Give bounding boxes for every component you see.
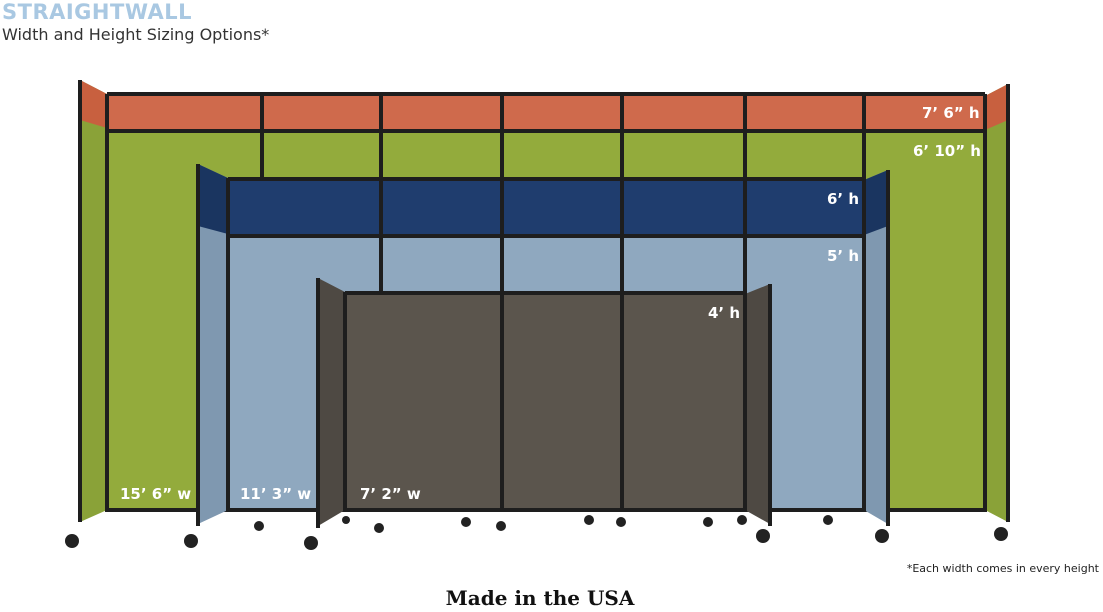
wall-7ft <box>316 278 772 528</box>
brand-title: STRAIGHTWALL <box>2 0 193 24</box>
footnote: *Each width comes in every height <box>906 562 1099 575</box>
made-in-usa: Made in the USA <box>445 586 635 610</box>
width-label-15ft6: 15’ 6” w <box>120 485 192 503</box>
width-label-7ft2: 7’ 2” w <box>360 485 421 503</box>
height-label-5ft: 5’ h <box>827 247 860 265</box>
subtitle: Width and Height Sizing Options* <box>2 25 270 44</box>
height-label-4ft: 4’ h <box>708 304 741 322</box>
height-label-6ft10: 6’ 10” h <box>913 142 981 160</box>
height-label-6ft: 6’ h <box>827 190 860 208</box>
width-label-11ft3: 11’ 3” w <box>240 485 312 503</box>
casters <box>65 515 1008 550</box>
wall-illustration <box>65 80 1010 550</box>
height-label-7ft6: 7’ 6” h <box>922 104 980 122</box>
